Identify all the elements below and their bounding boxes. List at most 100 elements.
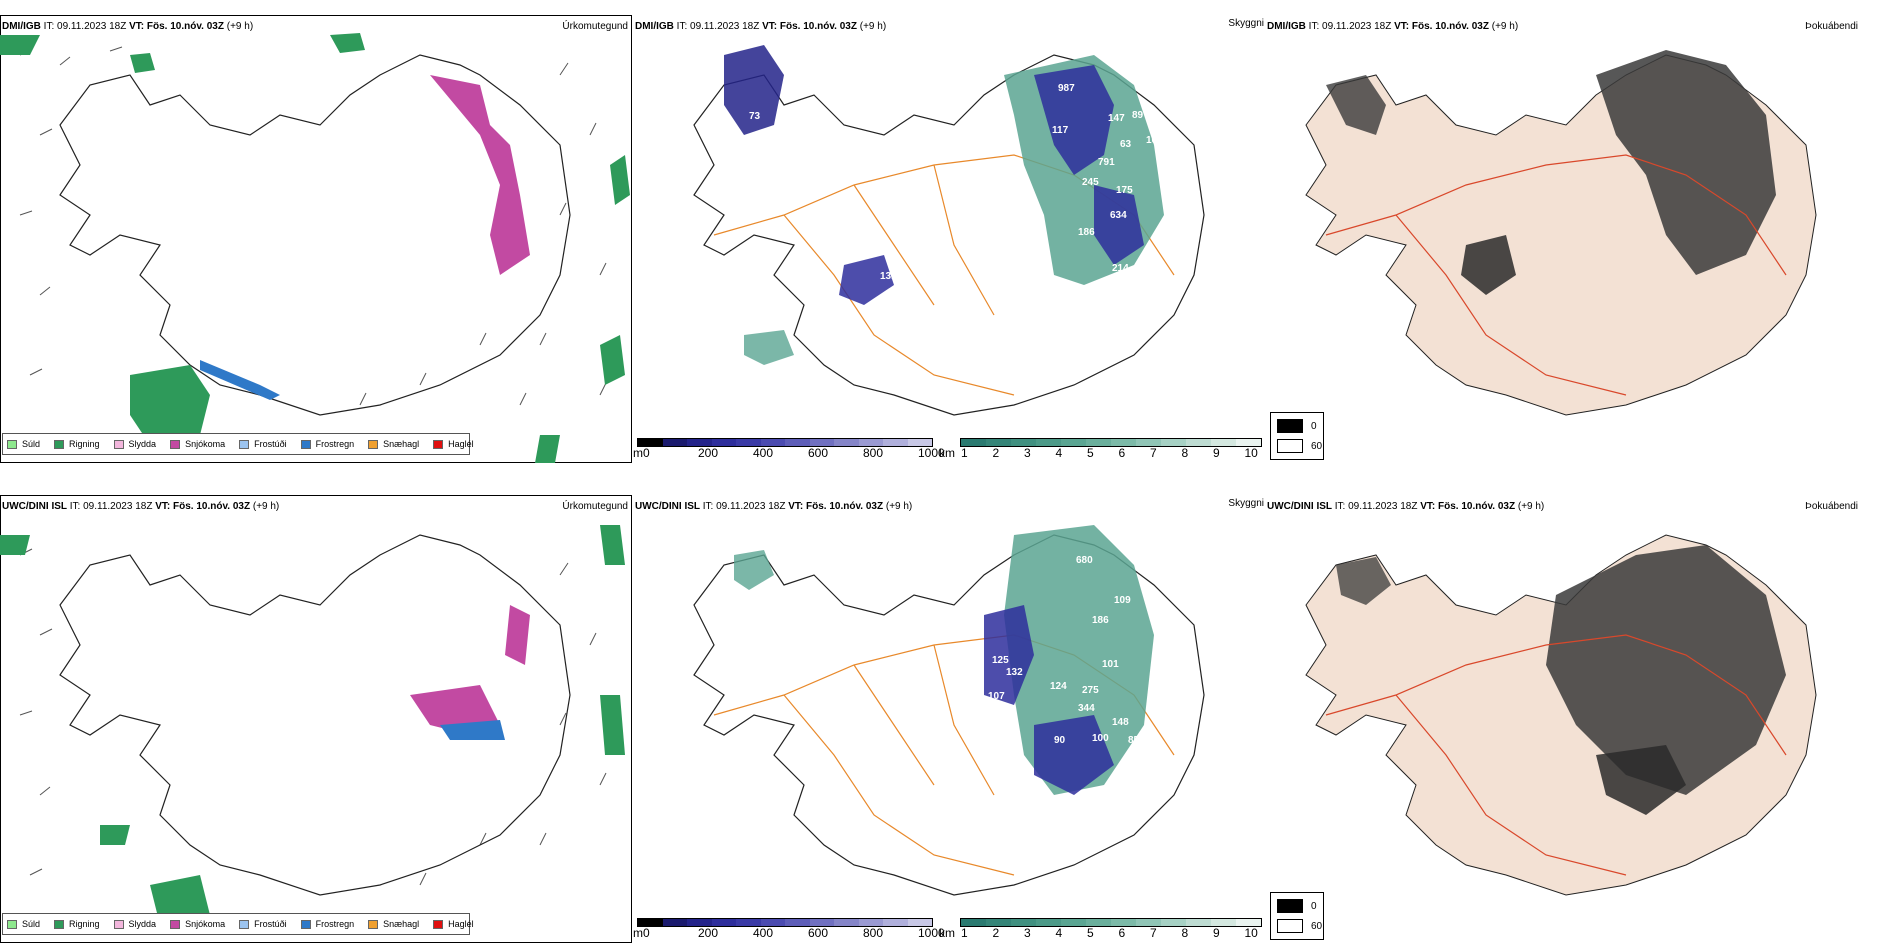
scale-tick-label: 1000 bbox=[918, 446, 945, 460]
colorbar-step bbox=[1111, 919, 1136, 926]
row2-precip-panel: UWC/DINI ISL IT: 09.11.2023 18Z VT: Fös.… bbox=[0, 495, 632, 943]
visibility-area-southwest bbox=[744, 330, 794, 365]
colorbar-step bbox=[662, 919, 687, 926]
colorbar-step bbox=[1211, 919, 1236, 926]
road-network bbox=[713, 154, 1175, 396]
row1-precip-legend: Súld Rigning Slydda Snjókoma Frostúði Fr… bbox=[2, 433, 474, 455]
fog-area-northwest bbox=[1326, 75, 1386, 135]
fog-legend-item: 0 bbox=[1277, 899, 1317, 913]
row1-ceiling-colorbar bbox=[637, 438, 933, 447]
scale-tick-label: 400 bbox=[753, 926, 774, 940]
colorbar-step bbox=[809, 439, 834, 446]
fog-area-south bbox=[1596, 745, 1686, 815]
iceland-outline bbox=[693, 534, 1205, 896]
scale-tick-label: 1 bbox=[961, 926, 968, 940]
colorbar-step bbox=[883, 439, 908, 446]
row2-precip-header: UWC/DINI ISL IT: 09.11.2023 18Z VT: Fös.… bbox=[2, 501, 280, 512]
fog-area-northwest bbox=[1336, 557, 1391, 605]
model-name: DMI/IGB bbox=[2, 21, 41, 32]
fog-legend-item: 60 bbox=[1277, 439, 1322, 453]
scale-tick-label: 800 bbox=[863, 446, 884, 460]
row2-precip-title: Úrkomutegund bbox=[562, 501, 628, 512]
it-value: 09.11.2023 18Z bbox=[57, 21, 127, 32]
fog-legend-item: 60 bbox=[1277, 919, 1322, 933]
colorbar-step bbox=[1086, 439, 1111, 446]
legend-swatch bbox=[433, 439, 444, 449]
legend-swatch bbox=[113, 439, 124, 449]
scale-tick-label: 2 bbox=[992, 926, 1000, 940]
colorbar-step bbox=[736, 919, 761, 926]
fog-area-northeast bbox=[1596, 50, 1776, 275]
colorbar-step bbox=[961, 919, 986, 926]
colorbar-step bbox=[1211, 439, 1236, 446]
ceiling-map bbox=[693, 525, 1205, 896]
fog-area-center bbox=[1461, 235, 1516, 295]
precip-map-frame bbox=[0, 15, 632, 463]
colorbar-step bbox=[858, 919, 883, 926]
legend-item-frostudi: Frostúði bbox=[239, 439, 287, 449]
precip-map bbox=[0, 33, 630, 463]
legend-item-sudd: Súld bbox=[7, 439, 40, 449]
row2-fog-header: UWC/DINI ISL IT: 09.11.2023 18Z VT: Fös.… bbox=[1267, 501, 1545, 512]
legend-item-slydda: Slydda bbox=[113, 919, 156, 929]
row1-fog-header: DMI/IGB IT: 09.11.2023 18Z VT: Fös. 10.n… bbox=[1267, 21, 1519, 32]
scale-tick-label: 7 bbox=[1150, 926, 1157, 940]
colorbar-step bbox=[1161, 919, 1186, 926]
ceiling-area-west bbox=[839, 255, 894, 305]
precip-rain-east bbox=[535, 155, 630, 463]
scale-tick-label: 6 bbox=[1118, 446, 1126, 460]
precip-snow-east bbox=[430, 75, 530, 275]
row2-fog-legend: 0 60 bbox=[1270, 892, 1324, 940]
colorbar-step bbox=[711, 439, 736, 446]
colorbar-step bbox=[1236, 919, 1261, 926]
colorbar-step bbox=[711, 919, 736, 926]
iceland-outline bbox=[59, 534, 571, 896]
row1-fog-legend: 0 60 bbox=[1270, 412, 1324, 460]
row2-ceiling-panel: UWC/DINI ISL IT: 09.11.2023 18Z VT: Fös.… bbox=[634, 495, 1264, 943]
scale-tick-label: 6 bbox=[1118, 926, 1126, 940]
iceland-outline bbox=[693, 54, 1205, 416]
legend-item-snaehagl: Snæhagl bbox=[368, 439, 419, 449]
roads bbox=[1325, 634, 1787, 876]
scale-tick-label: 10 bbox=[1244, 926, 1258, 940]
scale-tick-label: 5 bbox=[1087, 926, 1094, 940]
colorbar-step bbox=[907, 439, 932, 446]
row1-ceiling-panel: DMI/IGB IT: 09.11.2023 18Z VT: Fös. 10.n… bbox=[634, 15, 1264, 463]
legend-item-haglel: Haglél bbox=[433, 919, 474, 929]
ceiling-area-northwest bbox=[734, 550, 774, 590]
row1-visibility-ticks: km 1 2 3 4 5 6 7 8 9 10 bbox=[939, 446, 1258, 460]
colorbar-step bbox=[760, 439, 785, 446]
scale-tick-label: 2 bbox=[992, 446, 1000, 460]
precip-rain-southwest bbox=[130, 365, 210, 445]
legend-swatch bbox=[7, 439, 17, 449]
colorbar-step bbox=[1161, 439, 1186, 446]
scale-tick-label: 800 bbox=[863, 926, 884, 940]
colorbar-step bbox=[834, 919, 859, 926]
row1-precip-header: DMI/IGB IT: 09.11.2023 18Z VT: Fös. 10.n… bbox=[2, 21, 253, 33]
row2-fog-title: Þokuábendi bbox=[1805, 501, 1858, 512]
scale-tick-label: 200 bbox=[698, 446, 719, 460]
colorbar-step bbox=[638, 919, 663, 926]
colorbar-step bbox=[687, 919, 712, 926]
scale-tick-label: 4 bbox=[1055, 446, 1063, 460]
scale-tick-label: 5 bbox=[1087, 446, 1094, 460]
colorbar-step bbox=[986, 919, 1011, 926]
legend-swatch bbox=[300, 439, 311, 449]
row1-precip-panel: DMI/IGB IT: 09.11.2023 18Z VT: Fös. 10.n… bbox=[0, 15, 632, 463]
colorbar-step bbox=[907, 919, 932, 926]
legend-swatch bbox=[170, 439, 181, 449]
colorbar-step bbox=[662, 439, 687, 446]
colorbar-step bbox=[1086, 919, 1111, 926]
scale-tick-label: 4 bbox=[1055, 926, 1063, 940]
colorbar-step bbox=[883, 919, 908, 926]
precip-rain-north bbox=[0, 33, 365, 73]
scale-tick-label: 600 bbox=[808, 926, 829, 940]
scale-tick-label: 600 bbox=[808, 446, 829, 460]
legend-item-frostregn: Frostregn bbox=[300, 919, 354, 929]
colorbar-step bbox=[638, 439, 663, 446]
legend-item-slydda: Slydda bbox=[113, 439, 156, 449]
it-label: IT: bbox=[43, 21, 55, 32]
ceiling-area-east bbox=[1034, 65, 1144, 265]
colorbar-step bbox=[809, 919, 834, 926]
colorbar-step bbox=[834, 439, 859, 446]
